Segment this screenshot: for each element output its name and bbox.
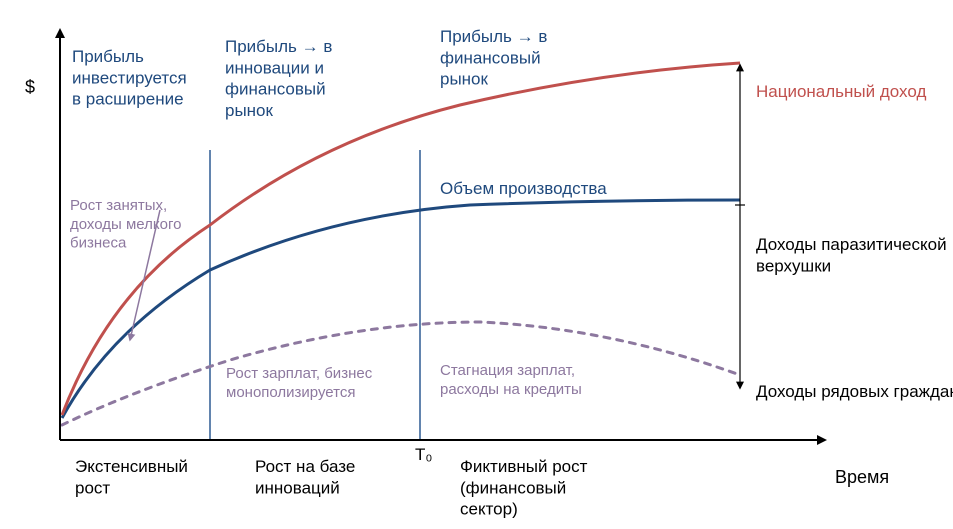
inner-label-prod: Объем производства — [440, 179, 607, 198]
inner-label-monopoly: Рост зарплат, бизнесмонополизируется — [226, 365, 373, 401]
economic-line-chart: $ВремяПрибыльинвестируетсяв расширениеПр… — [0, 0, 953, 529]
phase-label-t0: T₀ — [415, 445, 432, 464]
chart-container: $ВремяПрибыльинвестируетсяв расширениеПр… — [0, 0, 953, 529]
right-label-citizens: Доходы рядовых граждан — [756, 382, 953, 401]
right-label-nacional: Национальный доход — [756, 82, 926, 101]
y-axis-label: $ — [25, 77, 35, 97]
x-axis-label: Время — [835, 467, 889, 487]
inner-label-stagn: Стагнация зарплат,расходы на кредиты — [440, 362, 582, 398]
